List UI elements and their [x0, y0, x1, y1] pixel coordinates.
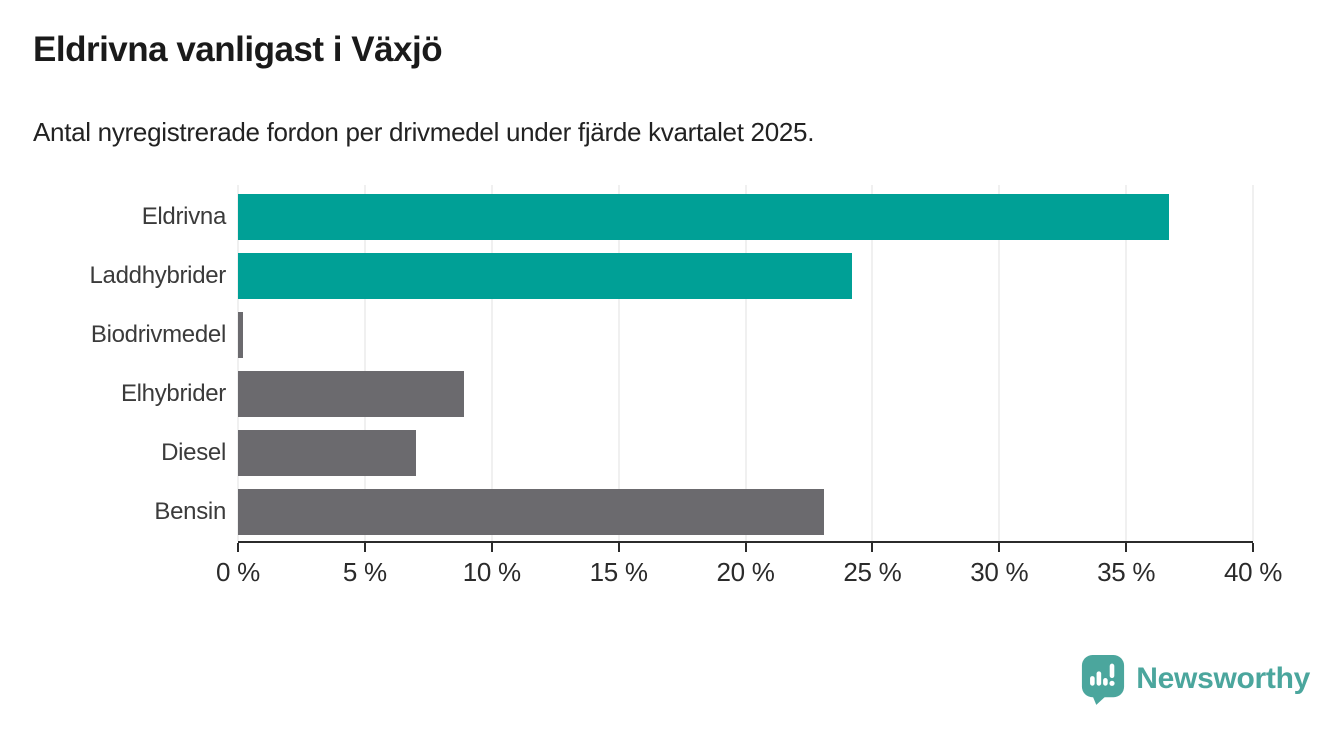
- newsworthy-logo: Newsworthy: [1080, 652, 1310, 706]
- x-axis-label-35: 35 %: [1097, 557, 1156, 587]
- category-label-bensin: Bensin: [154, 497, 226, 525]
- x-axis-tick-25: [871, 543, 874, 552]
- gridline-25: [871, 185, 873, 541]
- newsworthy-logo-icon: [1082, 655, 1125, 705]
- bar-chart-plot: 0 % 5 % 10 % 15 % 20 % 25 % 30 % 35 % 40 % Eldriv…: [90, 185, 1282, 587]
- x-axis-tick-10: [490, 543, 493, 552]
- x-axis-label-25: 25 %: [843, 557, 902, 587]
- bar-bensin: [238, 488, 825, 535]
- gridline-40: [1252, 185, 1254, 541]
- bar-laddhybrider: [238, 252, 853, 299]
- category-label-laddhybrider: Laddhybrider: [89, 261, 227, 289]
- bar-elhybrider: [238, 370, 464, 417]
- x-axis-tick-20: [744, 543, 747, 552]
- x-axis-label-15: 15 %: [589, 557, 648, 587]
- gridline-30: [998, 185, 1000, 541]
- category-label-eldrivna: Eldrivna: [141, 203, 227, 230]
- category-label-elhybrider: Elhybrider: [120, 379, 226, 407]
- gridline-15: [618, 185, 620, 541]
- x-axis-tick-0: [237, 543, 239, 552]
- newsworthy-logo-text: Newsworthy: [1136, 662, 1310, 695]
- category-label-diesel: Diesel: [161, 438, 226, 466]
- x-axis-tick-5: [363, 543, 366, 552]
- gridline-0: [237, 185, 239, 541]
- x-axis-label-40: 40 %: [1223, 557, 1283, 587]
- x-axis-tick-15: [617, 543, 620, 552]
- bar-biodrivmedel: [238, 311, 244, 358]
- x-axis-tick-30: [998, 543, 1001, 552]
- chart-title: Eldrivna vanligast i Växjö: [33, 30, 443, 69]
- x-axis-label-0: 0 %: [216, 557, 260, 587]
- x-axis-tick-40: [1252, 543, 1254, 552]
- x-axis-label-10: 10 %: [462, 557, 521, 587]
- chart-subtitle: Antal nyregistrerade fordon per drivmede…: [33, 117, 815, 147]
- gridline-5: [364, 185, 366, 541]
- gridline-20: [745, 185, 746, 541]
- category-label-biodrivmedel: Biodrivmedel: [90, 320, 226, 348]
- bar-eldrivna: [238, 194, 1170, 240]
- bar-diesel: [238, 429, 416, 476]
- x-axis-label-20: 20 %: [716, 557, 775, 587]
- gridline-10: [491, 185, 493, 541]
- x-axis-tick-35: [1125, 543, 1128, 552]
- x-axis-label-30: 30 %: [970, 557, 1029, 587]
- x-axis-label-5: 5 %: [342, 557, 387, 587]
- gridline-35: [1125, 185, 1127, 541]
